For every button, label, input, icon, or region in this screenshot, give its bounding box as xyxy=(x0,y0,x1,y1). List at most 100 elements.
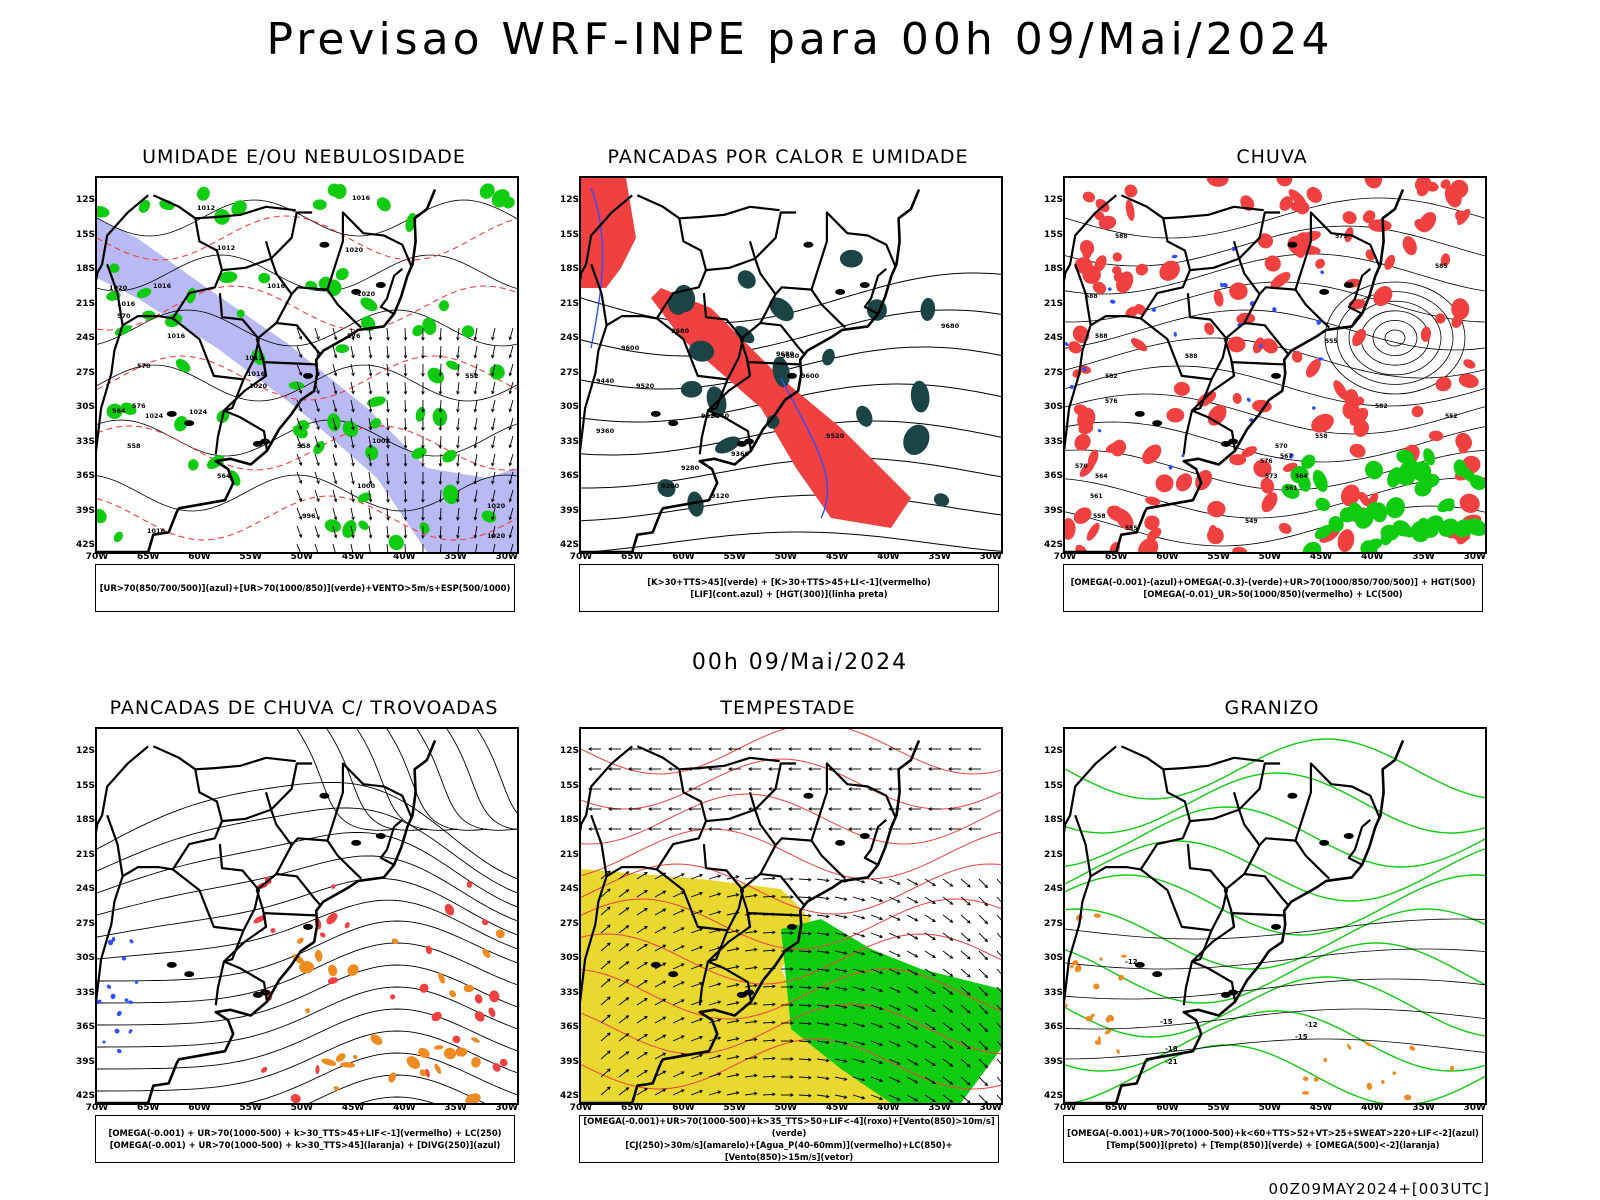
wind-vector xyxy=(421,481,425,485)
rain-green xyxy=(1425,515,1444,532)
longitude-label: 55W xyxy=(723,1103,746,1113)
wind-vector xyxy=(848,767,852,771)
latitude-label: 27S xyxy=(559,367,579,378)
wind-vector xyxy=(861,1041,866,1046)
wind-vector xyxy=(404,471,407,485)
wind-vector xyxy=(510,543,514,552)
wind-vector xyxy=(966,1009,971,1014)
wind-vector xyxy=(960,932,971,942)
longitude-label: 55W xyxy=(239,1103,262,1113)
wind-vector xyxy=(896,1043,901,1047)
humidity-green xyxy=(113,531,123,543)
wind-vector xyxy=(457,543,460,552)
wind-vector xyxy=(625,979,630,983)
wind-vector xyxy=(456,516,460,521)
rain-red xyxy=(1240,195,1255,211)
rain-red xyxy=(1074,257,1093,274)
wind-vector xyxy=(404,489,407,503)
wind-vector xyxy=(717,892,722,897)
latitude-label: 12S xyxy=(75,746,95,756)
contour-label: 9360 xyxy=(596,427,615,435)
wind-vector xyxy=(491,417,496,430)
wind-vector xyxy=(438,373,443,377)
convection-orange xyxy=(347,964,359,976)
instability-teal xyxy=(903,424,930,455)
latitude-label: 30S xyxy=(1043,953,1063,964)
wind-vector xyxy=(708,1073,721,1078)
wind-vector xyxy=(636,998,648,1006)
lake xyxy=(787,372,798,379)
wind-vector xyxy=(474,525,478,538)
valid-time-title: 00h 09/Mai/2024 xyxy=(691,650,909,675)
divergence-blue xyxy=(134,980,139,984)
wind-vector xyxy=(608,827,612,831)
wind-vector xyxy=(618,889,629,898)
wind-vector xyxy=(473,336,478,341)
rain-red xyxy=(1428,430,1444,442)
wind-vector xyxy=(932,900,936,905)
wind-vector xyxy=(625,997,630,1001)
contour-label: 588 xyxy=(1115,233,1128,240)
latitude-label: 39S xyxy=(559,505,579,516)
wind-vector xyxy=(735,1073,740,1077)
wind-vector xyxy=(744,930,757,934)
convection-orange xyxy=(433,1045,444,1050)
political-border xyxy=(810,762,897,841)
wind-vector xyxy=(654,1088,666,1096)
wind-vector xyxy=(608,767,612,771)
political-border xyxy=(1347,819,1372,866)
wind-vector xyxy=(386,435,389,448)
wind-vector xyxy=(457,381,460,394)
wind-vector xyxy=(726,1073,739,1078)
wind-vector xyxy=(960,1076,971,1086)
convection-orange xyxy=(449,990,457,998)
rain-red xyxy=(1364,178,1383,189)
rain-red xyxy=(1337,529,1355,552)
wind-vector xyxy=(888,950,901,957)
wind-vector xyxy=(456,408,460,413)
wind-vector xyxy=(316,498,320,503)
wind-vector xyxy=(421,373,425,377)
streamline xyxy=(97,1008,517,1070)
lake xyxy=(1343,833,1354,840)
lc850-contour xyxy=(581,1003,1001,1055)
wind-vector xyxy=(625,1015,630,1019)
wind-vector xyxy=(368,345,372,358)
wind-vector xyxy=(672,945,685,952)
rain-red xyxy=(1440,253,1451,267)
wind-vector xyxy=(386,489,389,502)
humidity-green xyxy=(97,508,107,524)
contour-label: 564 xyxy=(1095,473,1108,480)
wind-vector xyxy=(808,913,812,918)
wind-vector xyxy=(852,1040,865,1045)
wind-vector xyxy=(808,931,812,936)
wind-vector xyxy=(708,983,721,988)
convection-orange xyxy=(406,1056,420,1069)
convection-red xyxy=(320,932,326,938)
wind-vector xyxy=(942,1040,953,1049)
latitude-label: 27S xyxy=(1043,918,1063,929)
wind-vector xyxy=(960,1022,971,1032)
wind-vector xyxy=(843,915,848,919)
wind-vector xyxy=(368,471,372,484)
wind-vector xyxy=(772,948,776,953)
wind-vector xyxy=(316,534,320,539)
contour-label: 1016 xyxy=(153,282,172,290)
panel-title: PANCADAS DE CHUVA C/ TROVOADAS xyxy=(109,697,499,719)
wind-vector xyxy=(421,517,425,521)
wind-vector xyxy=(680,945,685,949)
coastline xyxy=(1065,740,1405,1103)
wind-vector xyxy=(968,787,972,791)
wind-vector xyxy=(628,787,632,791)
panel-title: CHUVA xyxy=(1236,146,1308,168)
wind-vector xyxy=(509,525,514,538)
political-border xyxy=(1065,875,1092,1004)
rain-green xyxy=(1355,508,1374,529)
wind-vector xyxy=(788,827,792,831)
wind-vector xyxy=(439,399,442,413)
wind-vector xyxy=(314,453,320,466)
latitude-label: 21S xyxy=(1043,849,1063,860)
wind-vector xyxy=(932,990,936,995)
wind-vector xyxy=(333,444,338,449)
wind-vector xyxy=(332,363,337,376)
